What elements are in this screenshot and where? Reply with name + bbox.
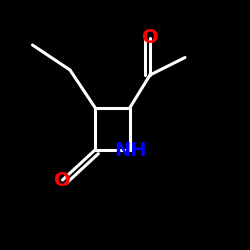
Text: O: O (54, 170, 71, 190)
Text: NH: NH (114, 140, 146, 160)
Text: O: O (142, 28, 158, 47)
